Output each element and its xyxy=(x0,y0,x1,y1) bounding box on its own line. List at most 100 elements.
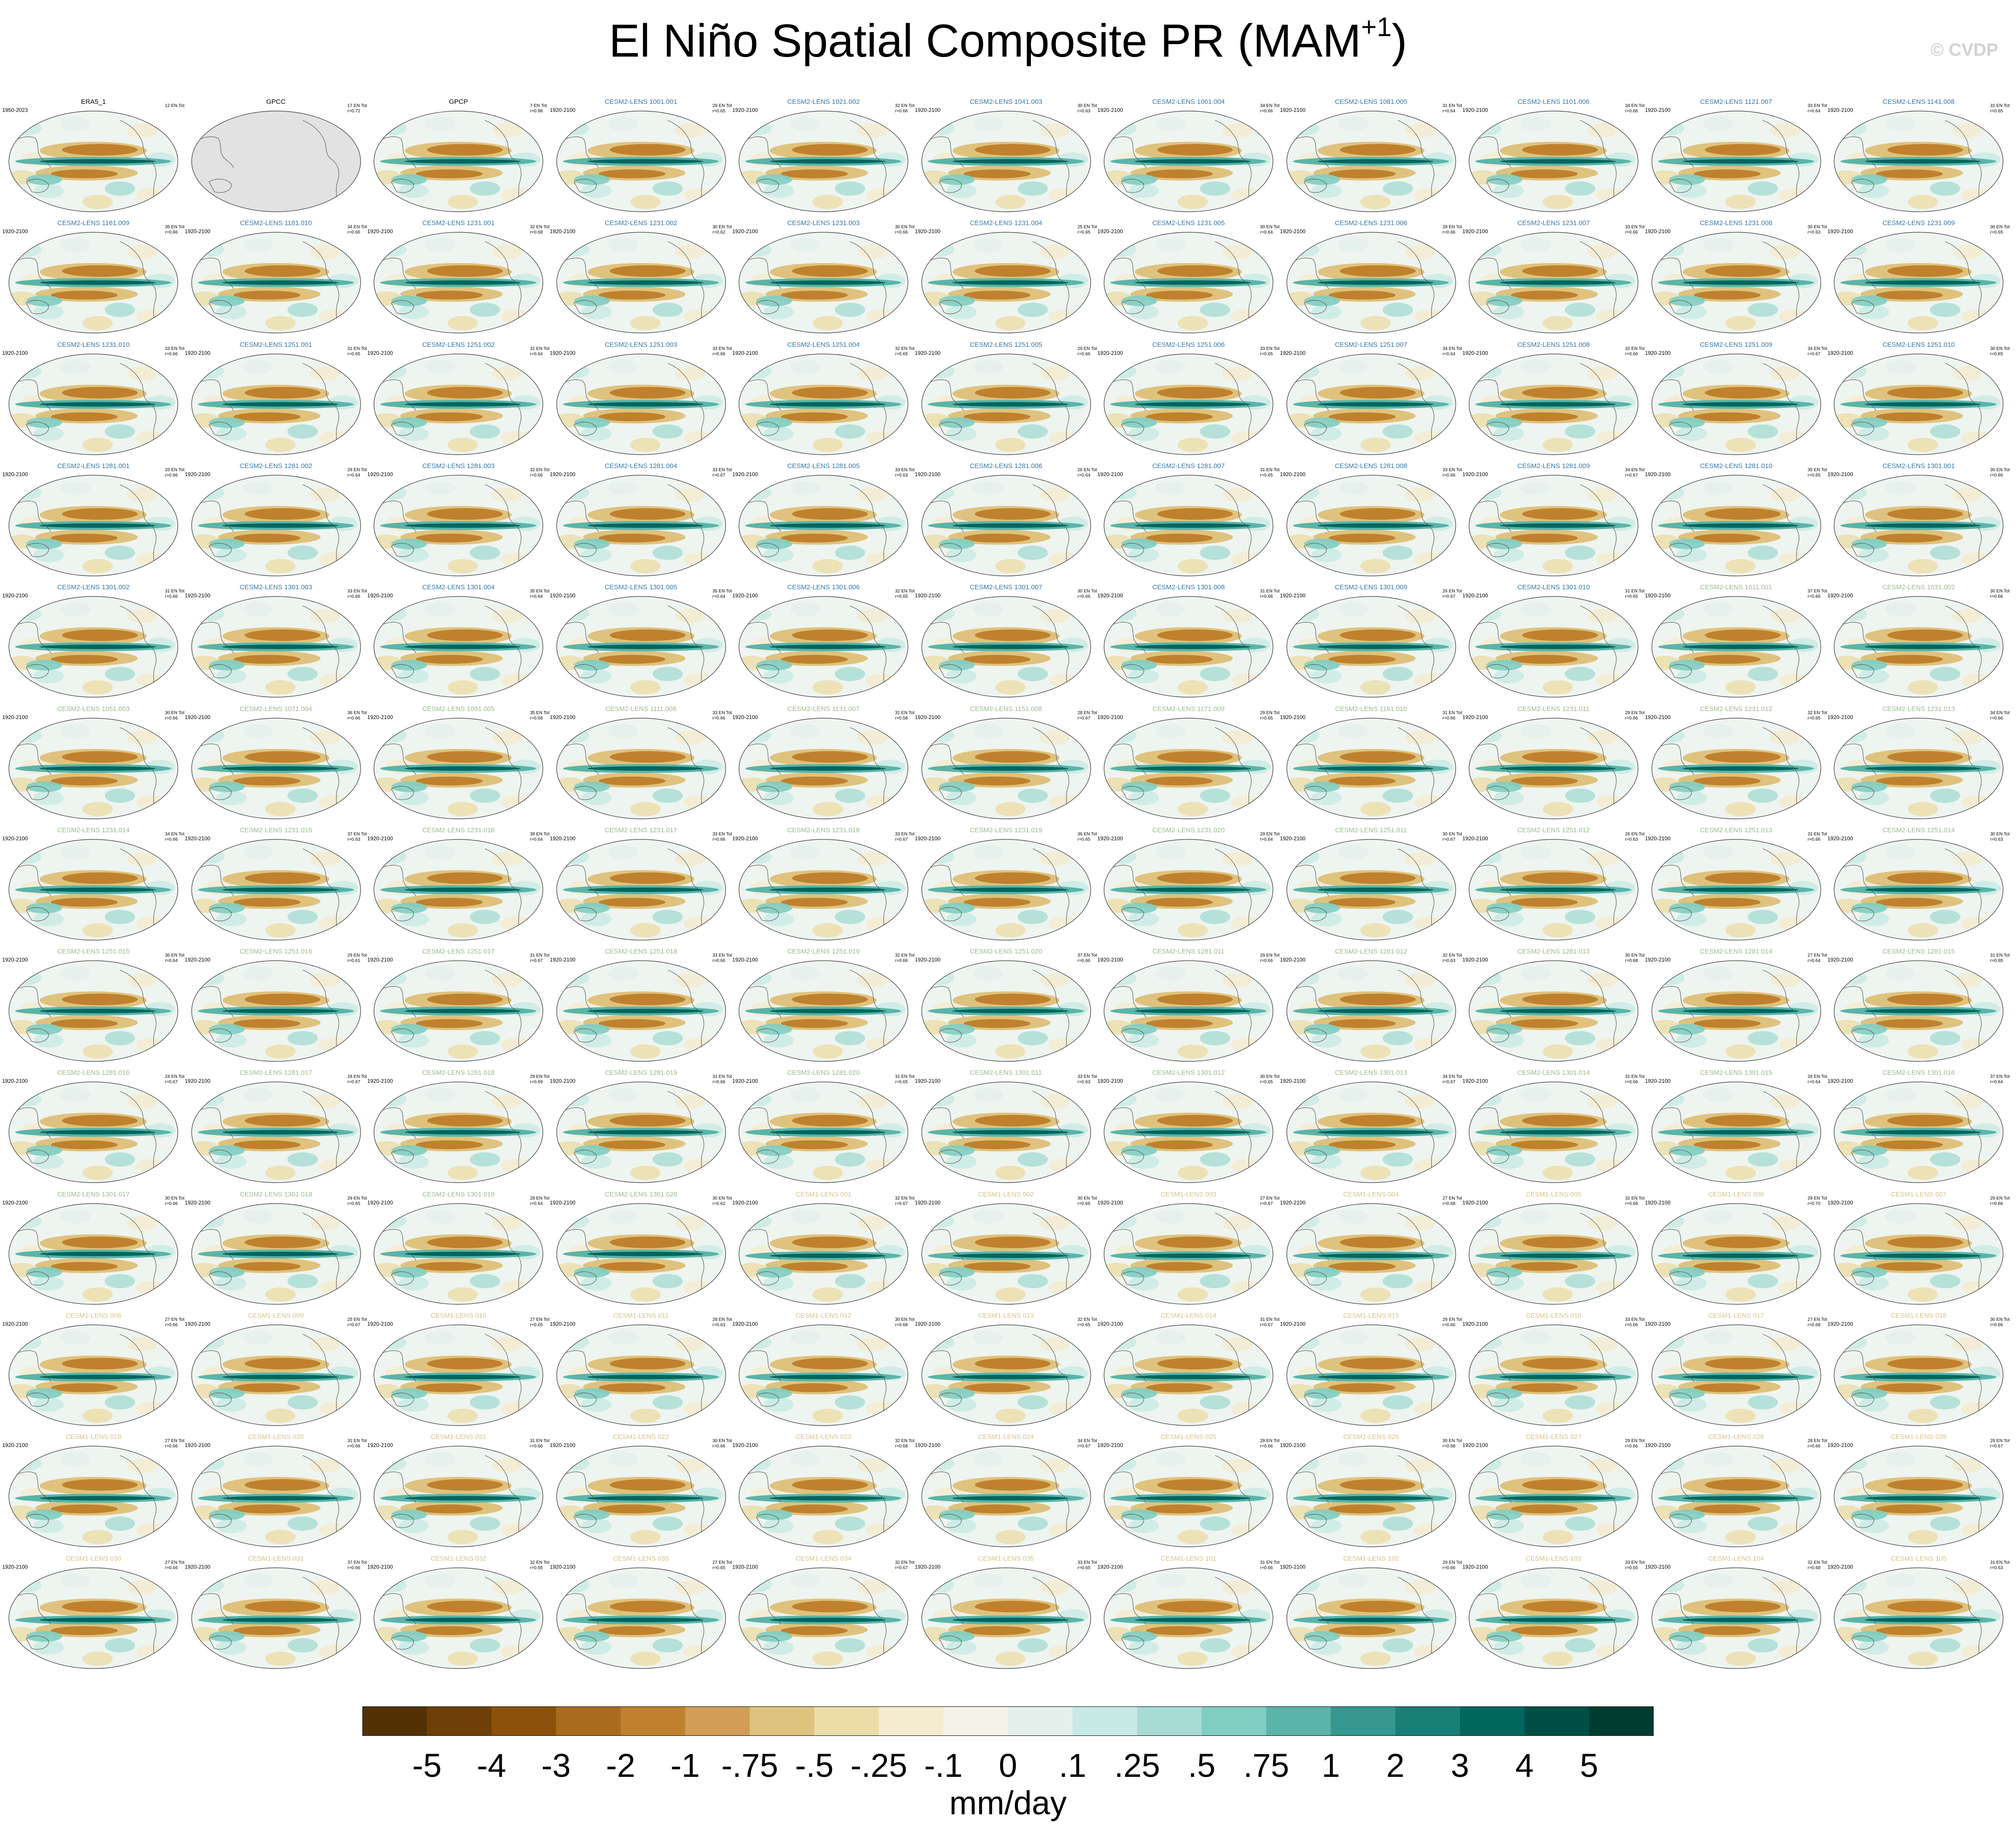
precip-anomaly-patch xyxy=(1565,667,1595,682)
panel-ensemble-stats: 30 EN Tot r=0.66 xyxy=(1990,589,2010,600)
americas-coastline xyxy=(119,484,156,573)
panel-stat-line: 33 EN Tot xyxy=(1625,1317,1645,1322)
robinson-map xyxy=(1104,596,1273,698)
americas-coastline xyxy=(1580,363,1617,452)
map-panel: CESM1-LENS 032 1920-2100 32 EN Tot r=0.65 xyxy=(367,1554,550,1675)
colorbar-tick-label: -.75 xyxy=(721,1747,778,1784)
wet-anomaly-equator-core xyxy=(1500,1130,1616,1135)
americas-coastline xyxy=(850,727,887,816)
wet-anomaly-equator-core xyxy=(40,766,156,771)
dry-anomaly-north-core xyxy=(1522,1600,1598,1612)
panel-stat-line: r=0.66 xyxy=(1442,473,1456,478)
colorbar xyxy=(362,1706,1654,1736)
dry-anomaly-south-core xyxy=(1876,776,1943,785)
americas-coastline xyxy=(484,363,521,452)
panel-stat-line: 31 EN Tot xyxy=(1990,1560,2010,1565)
precip-anomaly-patch xyxy=(287,1517,318,1531)
precip-anomaly-patch xyxy=(1360,1409,1391,1423)
map-border xyxy=(374,475,543,576)
robinson-map xyxy=(1834,1203,2004,1305)
precip-anomaly-patch xyxy=(1654,728,1684,743)
wet-anomaly-southwest xyxy=(756,781,792,792)
precip-anomaly-patch xyxy=(608,602,638,617)
robinson-map xyxy=(191,1446,361,1547)
australia-coastline xyxy=(573,421,597,436)
panel-period: 1920-2100 xyxy=(1645,592,1671,599)
precip-anomaly-patch xyxy=(866,916,896,931)
precip-anomaly-patch xyxy=(652,303,683,317)
precip-anomaly-patch xyxy=(136,1280,166,1295)
map-panel: CESM2-LENS 1141.008 1920-2100 31 EN Tot r=0… xyxy=(1827,97,2010,218)
dry-anomaly-south-core xyxy=(781,169,848,178)
precip-anomaly-patch xyxy=(1471,121,1502,136)
dry-anomaly-north-core xyxy=(1887,1115,1963,1127)
australia-coastline xyxy=(756,1028,779,1043)
dry-anomaly-north-core xyxy=(1157,872,1233,884)
dry-anomaly-south-core xyxy=(598,1383,665,1392)
robinson-map xyxy=(1104,717,1273,819)
dry-anomaly-south-core xyxy=(1146,1383,1213,1392)
precip-anomaly-patch xyxy=(674,609,705,624)
map-border xyxy=(556,475,726,576)
precip-anomaly-patch xyxy=(1311,790,1342,805)
colorbar-tick-label: .1 xyxy=(1059,1747,1087,1784)
dry-anomaly-north-core xyxy=(609,994,686,1006)
precip-anomaly-patch xyxy=(1703,602,1733,617)
dry-anomaly-south-core xyxy=(233,1504,300,1514)
robinson-map xyxy=(739,717,908,819)
precip-anomaly-patch xyxy=(630,923,661,937)
dry-anomaly-south-core xyxy=(233,533,300,543)
map-border xyxy=(1469,232,1638,333)
wet-anomaly-equator-core xyxy=(952,402,1068,407)
precip-anomaly-patch xyxy=(287,909,318,924)
americas-coastline xyxy=(1397,120,1434,209)
asia-coastline xyxy=(1472,136,1511,168)
australia-coastline xyxy=(26,907,49,921)
precip-anomaly-patch xyxy=(924,1213,954,1228)
precip-anomaly-patch xyxy=(1222,730,1252,745)
americas-coastline xyxy=(1580,605,1617,695)
precip-anomaly-patch xyxy=(1543,1409,1573,1423)
precip-anomaly-patch xyxy=(866,795,896,810)
dry-anomaly-south-core xyxy=(1876,291,1943,300)
robinson-map xyxy=(921,1203,1091,1305)
precip-anomaly-patch xyxy=(1859,426,1889,441)
americas-coastline xyxy=(484,241,521,330)
panel-stat-line: 34 EN Tot xyxy=(1442,346,1462,351)
map-border xyxy=(1834,839,2004,941)
wet-anomaly-equator-core xyxy=(1317,523,1433,528)
precip-anomaly-patch xyxy=(1587,366,1618,381)
panel-period: 1920-2100 xyxy=(367,471,393,477)
robinson-map xyxy=(921,596,1091,698)
precip-anomaly-patch xyxy=(1596,795,1626,810)
panel-stat-line: 31 EN Tot xyxy=(1260,467,1280,473)
wet-anomaly-equator-core xyxy=(405,523,521,528)
wet-anomaly-equator-core xyxy=(1500,887,1616,892)
americas-coastline xyxy=(1762,120,1799,209)
wet-anomaly-southwest xyxy=(756,1024,792,1035)
panel-title: CESM2-LENS 1231.003 xyxy=(787,219,860,227)
asia-coastline xyxy=(559,501,599,532)
panel-period: 1920-2100 xyxy=(1280,349,1306,356)
panel-title: CESM1-LENS 007 xyxy=(1890,1190,1947,1198)
panel-period: 1920-2100 xyxy=(367,592,393,599)
panel-stat-line: r=0.66 xyxy=(1442,230,1456,235)
robinson-map xyxy=(921,1081,1091,1183)
asia-coastline xyxy=(377,258,416,289)
map-panel: CESM2-LENS 1181.010 1920-2100 34 EN Tot r=0… xyxy=(185,218,367,340)
australia-coastline xyxy=(756,300,779,314)
panel-stat-line: r=0.58 xyxy=(895,715,908,721)
dry-anomaly-north-core xyxy=(1887,751,1963,763)
precip-anomaly-patch xyxy=(1017,788,1048,803)
precip-anomaly-patch xyxy=(501,431,531,445)
panel-period: 1920-2100 xyxy=(550,349,575,356)
map-panel: CESM2-LENS 1131.007 1920-2100 31 EN Tot r=0… xyxy=(732,704,915,826)
dry-anomaly-south-core xyxy=(963,533,1031,543)
precip-anomaly-patch xyxy=(630,316,661,331)
precip-anomaly-patch xyxy=(193,849,224,864)
precip-anomaly-patch xyxy=(1200,545,1230,560)
precip-anomaly-patch xyxy=(1654,364,1684,378)
panel-stat-line: r=0.65 xyxy=(895,594,908,600)
americas-coastline xyxy=(1580,970,1617,1059)
precip-anomaly-patch xyxy=(1654,121,1684,136)
